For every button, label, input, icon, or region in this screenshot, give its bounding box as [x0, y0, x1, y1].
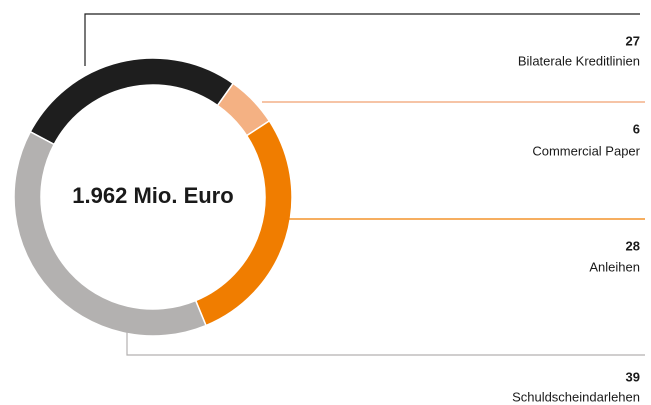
donut-segment: [13, 130, 207, 337]
category-label: Schuldscheindarlehen: [512, 389, 640, 404]
category-label: Commercial Paper: [532, 143, 640, 158]
value-label: 27: [626, 33, 640, 48]
leader-line: [126, 330, 645, 356]
value-label: 39: [626, 369, 640, 384]
center-label: 1.962 Mio. Euro: [72, 183, 233, 208]
category-label: Anleihen: [589, 259, 640, 274]
value-label: 6: [633, 121, 640, 136]
donut-segment: [29, 57, 235, 146]
donut-segment: [194, 119, 293, 327]
value-label: 28: [626, 238, 640, 253]
category-label: Bilaterale Kreditlinien: [518, 53, 640, 68]
leader-line: [84, 13, 640, 66]
